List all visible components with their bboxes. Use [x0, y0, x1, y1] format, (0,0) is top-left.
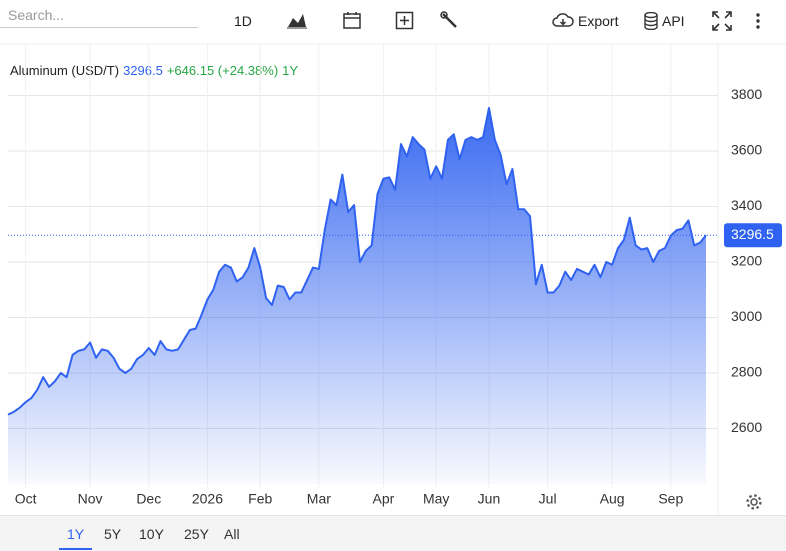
- x-tick-label: Jul: [539, 491, 557, 507]
- x-tick-label: 2026: [192, 491, 223, 507]
- fullscreen-icon[interactable]: [712, 11, 732, 31]
- y-tick-label: 3800: [731, 86, 762, 102]
- y-tick-label: 3200: [731, 253, 762, 269]
- x-tick-label: May: [423, 491, 449, 507]
- tools-icon[interactable]: [440, 11, 460, 31]
- x-tick-label: Nov: [78, 491, 103, 507]
- x-tick-label: Apr: [372, 491, 394, 507]
- y-tick-label: 2600: [731, 419, 762, 435]
- x-tick-label: Jun: [478, 491, 501, 507]
- period: 1Y: [282, 63, 299, 78]
- y-tick-label: 3400: [731, 197, 762, 213]
- compare-icon[interactable]: [395, 11, 415, 31]
- last-price-tag: [724, 223, 782, 248]
- x-tick-label: Dec: [136, 491, 161, 507]
- range-button[interactable]: All: [224, 526, 240, 542]
- calendar-icon[interactable]: [342, 10, 362, 30]
- x-tick-label: Sep: [658, 491, 683, 507]
- x-tick-label: Mar: [307, 491, 331, 507]
- x-tick-label: Aug: [600, 491, 625, 507]
- chart-type-icon[interactable]: [286, 10, 308, 30]
- last-price-label: 3296.5: [731, 226, 774, 242]
- x-tick-label: Feb: [248, 491, 272, 507]
- chart: 2600 2800 3000 3200 3400 3600 3800 Oct Nov Dec 202…: [0, 43, 786, 515]
- interval-button[interactable]: 1D: [234, 13, 252, 29]
- last-price: 3296.5: [123, 63, 163, 78]
- y-tick-label: 3000: [731, 308, 762, 324]
- api-button[interactable]: API: [662, 13, 685, 29]
- settings-icon[interactable]: [744, 492, 764, 512]
- menu-icon[interactable]: [755, 12, 761, 30]
- price-line: [7, 106, 707, 416]
- search-input[interactable]: Search...: [0, 0, 198, 28]
- y-tick-label: 3600: [731, 142, 762, 158]
- api-icon[interactable]: [644, 12, 658, 30]
- export-button[interactable]: Export: [578, 13, 619, 29]
- area-fill: [8, 107, 706, 485]
- x-tick-label: Oct: [15, 491, 37, 507]
- range-button[interactable]: 10Y: [139, 526, 164, 542]
- y-tick-label: 2800: [731, 364, 762, 380]
- chart-header: Aluminum (USD/T) 3296.5 +646.15 (+24.38%) 1…: [10, 63, 298, 78]
- chart-title: Aluminum (USD/T): [10, 63, 120, 78]
- range-button[interactable]: 25Y: [184, 526, 209, 542]
- range-button[interactable]: 5Y: [104, 526, 122, 542]
- range-button[interactable]: 1Y: [59, 526, 93, 550]
- export-icon[interactable]: [552, 12, 574, 30]
- price-change: +646.15 (+24.38%): [166, 63, 279, 78]
- range-bar: 1Y 5Y 10Y 25Y All: [0, 515, 786, 551]
